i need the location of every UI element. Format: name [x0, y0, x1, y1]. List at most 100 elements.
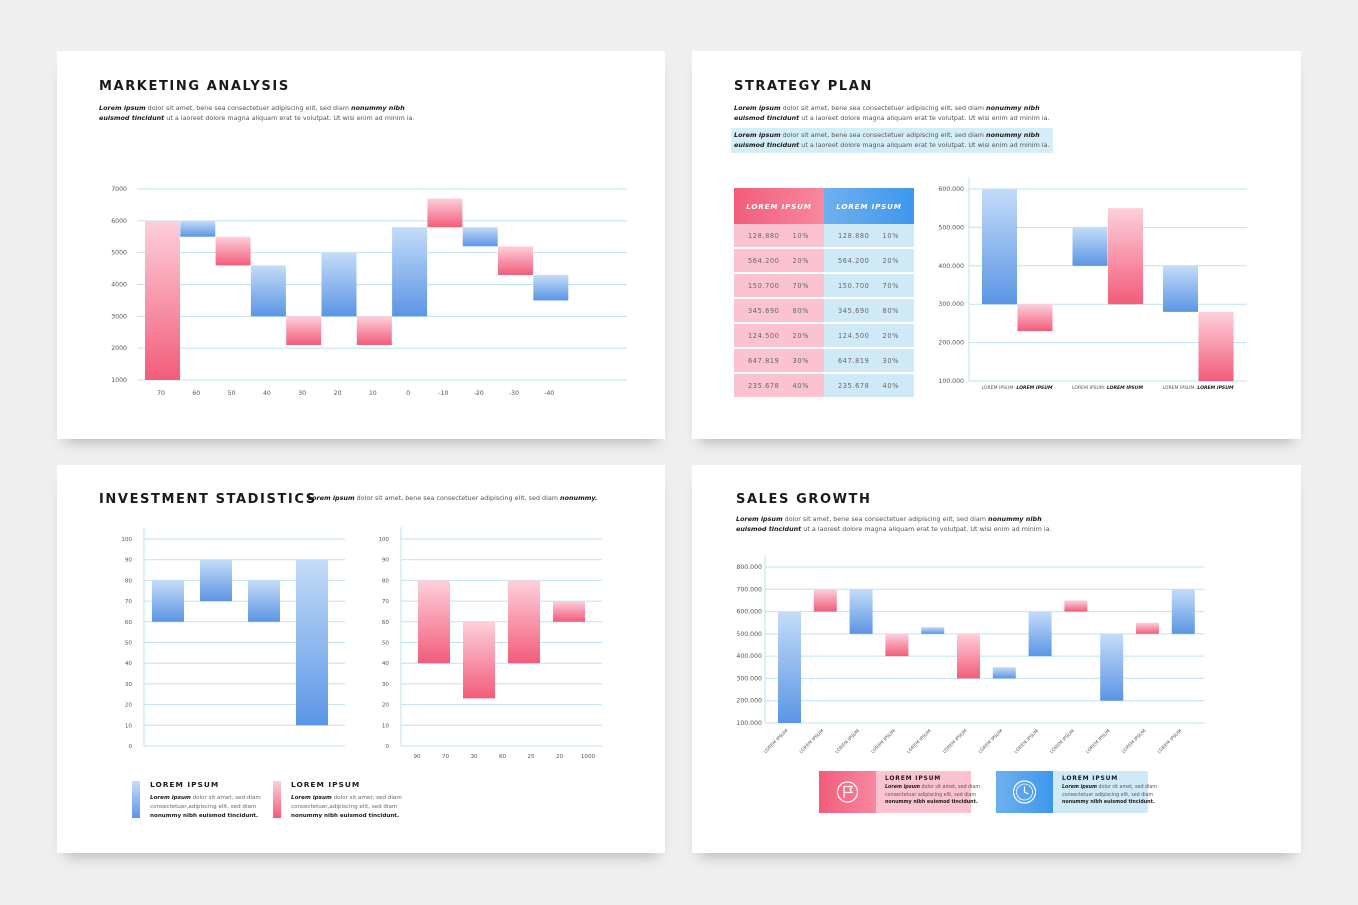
desc-bold: euismod tincidunt [734, 140, 800, 149]
legend-text: consectetuer,adipiscing elit, sed diam [291, 804, 398, 811]
y-tick-label: 600.000 [938, 186, 964, 193]
x-tick-label: 30 [470, 754, 478, 760]
table-cell: 128.880 [734, 224, 792, 249]
y-tick-label: 800.000 [736, 564, 762, 571]
table-cell: 20% [881, 324, 914, 349]
legend-color-bar [273, 781, 281, 818]
chart-bar [356, 316, 392, 345]
x-tick-label: 40 [263, 390, 271, 397]
y-tick-label: 90 [382, 558, 390, 564]
x-tick-label: 10 [369, 390, 377, 397]
strategy-floating-bar-chart: 600.000 500.000 400.000 300.000 200.000 100.0… [938, 177, 1247, 391]
table-cell: 345.690 [734, 299, 792, 324]
desc-bold: nonummy nibh [351, 104, 405, 112]
table-cell: 150.700 [824, 274, 882, 299]
x-tick-label: LOREM IPSUM [1121, 728, 1148, 755]
table-cell: 20% [881, 249, 914, 274]
chart-bar [849, 589, 873, 634]
info-box-line: nonummy nibh euismod tincidunt. [1062, 800, 1155, 806]
desc-bold: nonummy nibh [986, 104, 1040, 112]
y-tick-label: 40 [125, 661, 133, 667]
info-box-title: LOREM IPSUM [1062, 775, 1119, 782]
marketing-analysis-card: MARKETING ANALYSIS Lorem ipsum dolor sit… [57, 51, 665, 439]
desc-text: ut a laoreet dolore magna aliquam erat t… [164, 113, 415, 122]
x-tick-label: LOREM IPSUM [1156, 728, 1183, 755]
x-group-label: LOREM IPSUM: LOREM IPSUM [1072, 385, 1144, 391]
y-tick-label: 100.000 [736, 720, 762, 727]
table-cell: 124.500 [734, 324, 792, 349]
y-tick-label: 100 [121, 537, 132, 543]
y-tick-label: 60 [382, 620, 390, 626]
legend-bold: Lorem ipsum [150, 795, 191, 801]
y-tick-label: 400.000 [938, 263, 964, 270]
info-box-text: Lorem ipsum dolor sit amet, sed diam con… [885, 784, 980, 807]
legend-text: consectetuer,adipiscing elit, sed diam [150, 804, 257, 811]
chart-bar [498, 246, 533, 275]
desc-bold: euismod tincidunt [736, 524, 802, 533]
x-tick-label: LOREM IPSUM [1085, 728, 1112, 755]
chart-bar [1198, 311, 1234, 381]
y-tick-label: 10 [125, 723, 133, 729]
x-group-label-part: LOREM IPSUM: [1072, 385, 1107, 391]
chart-bar [992, 667, 1016, 679]
info-box-clock: LOREM IPSUM Lorem ipsum dolor sit amet, … [996, 771, 1157, 813]
chart-bar [250, 265, 286, 317]
table-cell: 70% [791, 274, 824, 299]
desc-bold: euismod tincidunt [734, 113, 800, 122]
card-description: Lorem ipsum dolor sit amet, bene sea con… [734, 104, 1050, 123]
y-tick-label: 500.000 [736, 631, 762, 638]
y-tick-label: 7000 [111, 186, 127, 193]
table-cell: 80% [881, 299, 914, 324]
y-tick-label: 20 [382, 703, 390, 709]
x-tick-label: 90 [413, 754, 421, 760]
desc-text: ut a laoreet dolore magna aliquam erat t… [801, 524, 1052, 533]
y-tick-label: 200.000 [938, 340, 964, 347]
table-cell: 647.819 [824, 349, 882, 374]
x-tick-label: -10 [438, 390, 448, 397]
chart-bar [957, 633, 980, 679]
info-box-line: consectetuer adipiscing elit, sed diam [1062, 792, 1154, 798]
table-row: 345.690 80% 345.690 80% [734, 299, 914, 324]
chart-bar [1136, 622, 1159, 634]
x-tick-label: LOREM IPSUM [763, 728, 790, 755]
table-cell: 564.200 [824, 249, 882, 274]
table-cell: 20% [791, 324, 824, 349]
chart-bar [1072, 227, 1108, 266]
table-cell: 10% [791, 224, 824, 249]
table-row: 235.678 40% 235.678 40% [734, 374, 914, 399]
table-row: 124.500 20% 124.500 20% [734, 324, 914, 349]
chart-bar [418, 580, 450, 664]
desc-text: dolor sit amet, bene sea consectetuer ad… [145, 104, 352, 112]
table-row: 128.880 10% 128.880 10% [734, 224, 914, 249]
table-cell: 150.700 [734, 274, 792, 299]
info-box-line: dolor sit amet, sed diam [1097, 785, 1158, 790]
table-cell: 10% [881, 224, 914, 249]
table-row: 564.200 20% 564.200 20% [734, 249, 914, 274]
table-cell: 40% [791, 374, 824, 399]
desc-text: dolor sit amet, bene sea consectetuer ad… [782, 515, 989, 523]
y-tick-label: 500.000 [938, 224, 964, 231]
y-tick-label: 70 [125, 599, 133, 605]
marketing-waterfall-chart: 7000 6000 5000 4000 3000 2000 1000 70 60 50 40 30 20… [111, 186, 627, 397]
legend-text: dolor sit amet, sed diam [190, 795, 261, 801]
table-cell: 30% [791, 349, 824, 374]
table-header-blue: LOREM IPSUM [824, 188, 914, 224]
table-cell: 235.678 [734, 374, 792, 399]
info-box-line: consectetuer adipiscing elit, sed diam [885, 792, 977, 798]
x-tick-label: LOREM IPSUM [977, 728, 1004, 755]
chart-bar [533, 274, 569, 301]
y-tick-label: 20 [125, 703, 133, 709]
x-tick-label: 50 [228, 390, 236, 397]
chart-bar [321, 252, 357, 317]
x-group-label: LOREM IPSUM: LOREM IPSUM [1162, 385, 1234, 391]
desc-text: ut a laoreet dolore magna aliquam erat t… [799, 140, 1050, 149]
y-tick-label: 100 [378, 537, 389, 543]
x-group-label: LOREM IPSUM: LOREM IPSUM [981, 385, 1053, 391]
table-cell: 345.690 [824, 299, 882, 324]
flag-icon [836, 781, 859, 803]
chart-bar [248, 580, 280, 622]
chart-bar [463, 621, 495, 699]
info-box-icon-bg [996, 771, 1053, 813]
y-tick-label: 300.000 [736, 675, 762, 682]
desc-bold: nonummy. [560, 494, 598, 502]
